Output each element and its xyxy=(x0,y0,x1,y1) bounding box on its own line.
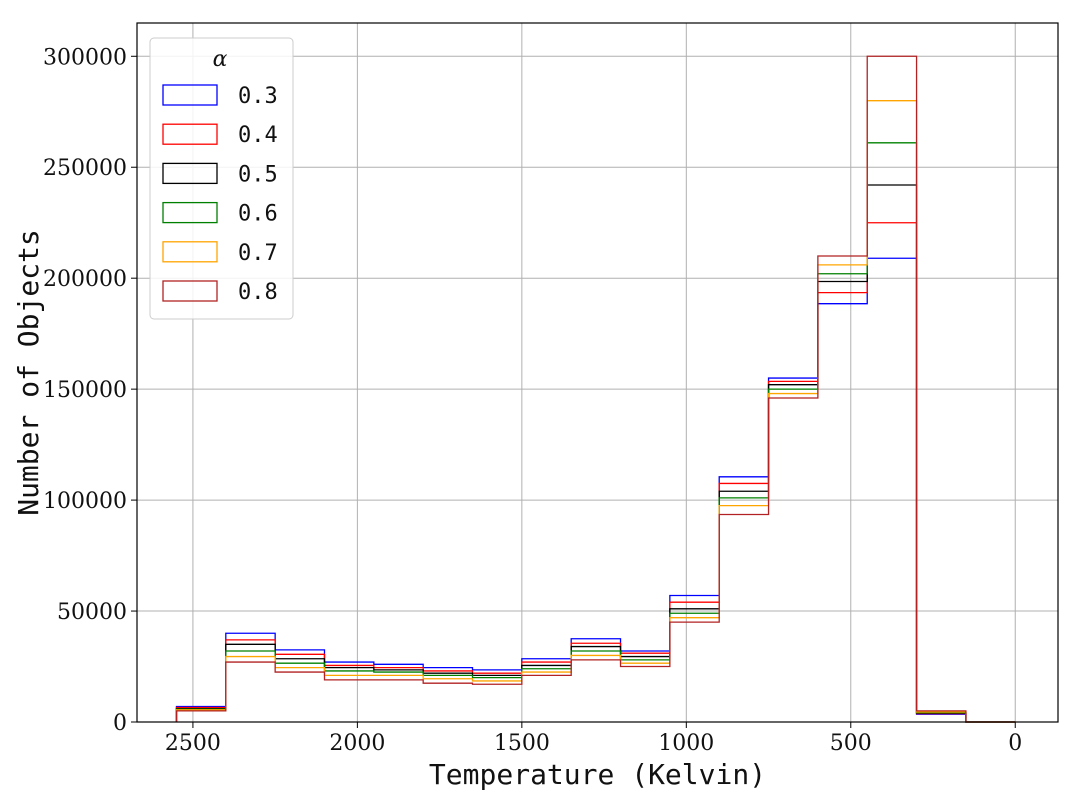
x-tick-label: 2500 xyxy=(165,731,221,756)
legend-label: 0.4 xyxy=(238,123,278,148)
x-tick-label: 500 xyxy=(830,731,872,756)
ticks: 2500 2000 1500 1000 500 005000010000015000020… xyxy=(43,45,1022,756)
legend-swatch xyxy=(162,241,218,263)
x-tick-label: 0 xyxy=(1008,731,1022,756)
legend-label: 0.6 xyxy=(238,202,278,227)
x-axis-label: Temperature (Kelvin) xyxy=(429,758,766,791)
legend-swatch xyxy=(162,162,218,185)
y-axis-label: Number of Objects xyxy=(12,229,45,516)
legend-title: α xyxy=(213,47,228,72)
series-line-0.8 xyxy=(175,55,1016,723)
y-tick-label: 150000 xyxy=(43,378,127,403)
legend-label: 0.3 xyxy=(238,84,278,109)
plot-frame xyxy=(136,22,1059,723)
legend-label: 0.7 xyxy=(238,241,278,266)
legend-items: 0.3 0.4 0.5 0.6 0.7 0.8 xyxy=(162,84,278,305)
x-tick-label: 1000 xyxy=(658,731,714,756)
legend-label: 0.8 xyxy=(238,280,278,305)
legend-swatch xyxy=(162,280,218,302)
x-tick-label: 2000 xyxy=(329,731,385,756)
legend-label: 0.5 xyxy=(238,162,278,187)
legend-swatch xyxy=(162,84,218,106)
legend-swatch xyxy=(162,201,218,224)
legend: α 0.3 0.4 0.5 0.6 0.7 0.8 xyxy=(149,37,294,320)
series-group xyxy=(175,55,1016,723)
series-line-0.5 xyxy=(175,184,1016,723)
y-tick-label: 0 xyxy=(113,711,127,736)
x-tick-label: 1500 xyxy=(494,731,550,756)
y-tick-label: 250000 xyxy=(43,156,127,181)
legend-swatch xyxy=(162,123,218,145)
legend-box xyxy=(149,37,294,320)
series-line-0.7 xyxy=(175,100,1016,723)
y-tick-label: 50000 xyxy=(57,600,127,625)
y-tick-label: 300000 xyxy=(43,45,127,70)
series-line-0.6 xyxy=(175,142,1016,723)
series-line-0.3 xyxy=(175,257,1016,723)
y-tick-label: 200000 xyxy=(43,267,127,292)
y-tick-label: 100000 xyxy=(43,489,127,514)
